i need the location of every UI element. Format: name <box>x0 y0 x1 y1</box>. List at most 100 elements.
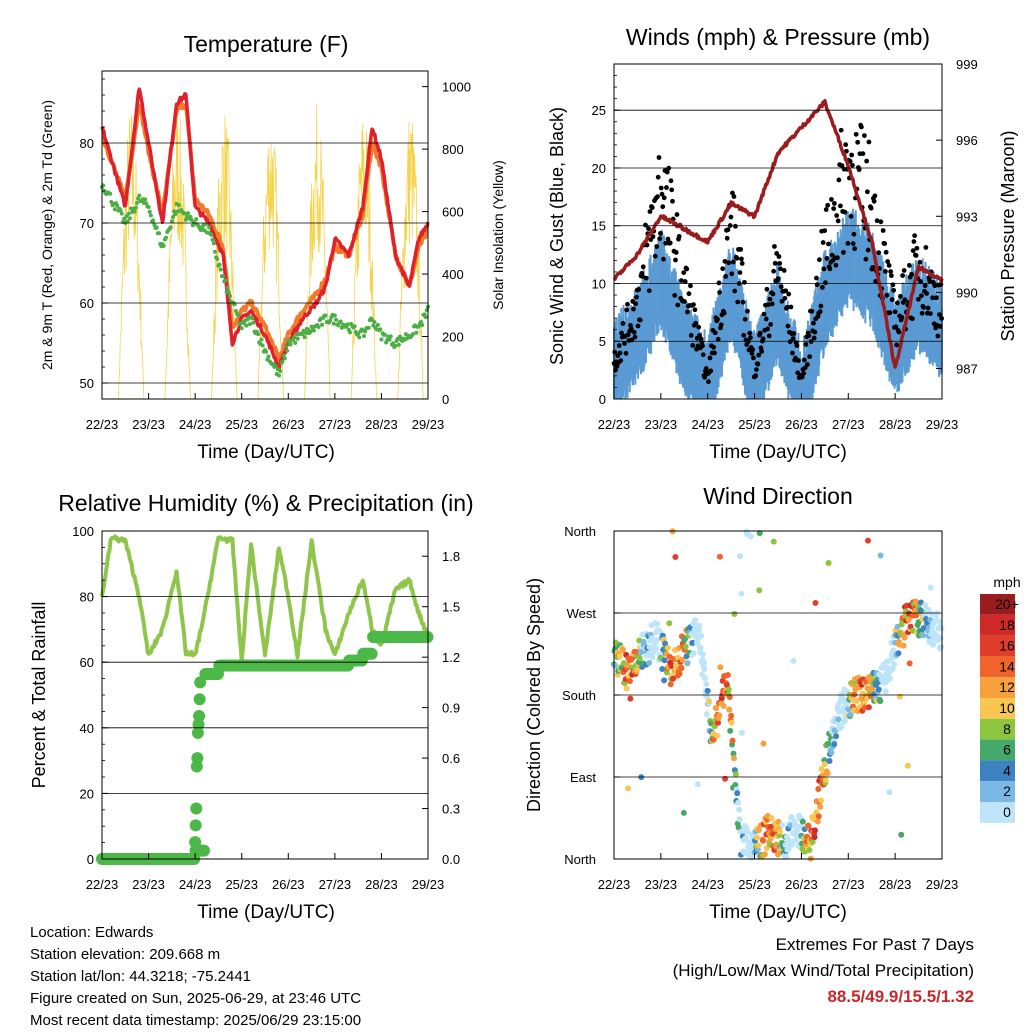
humidity-title: Relative Humidity (%) & Precipitation (i… <box>58 490 473 516</box>
dewpoint-point <box>352 324 357 329</box>
gust-point <box>850 241 856 247</box>
gust-point <box>634 294 639 300</box>
gust-point <box>655 174 661 180</box>
dewpoint-point <box>332 313 337 318</box>
direction-point <box>767 823 774 830</box>
gust-point <box>896 329 902 335</box>
gust-point <box>684 266 690 272</box>
gust-point <box>670 198 675 204</box>
gust-point <box>775 276 781 282</box>
legend-swatch <box>980 594 1015 615</box>
legend-title: mph <box>993 574 1020 590</box>
legend-label: 20+ <box>995 596 1019 612</box>
info-location: Location: Edwards <box>30 924 154 941</box>
dewpoint-point <box>398 334 403 339</box>
dewpoint-point <box>115 203 120 208</box>
x-tick-label: 26/23 <box>272 877 305 892</box>
gust-point <box>747 330 753 336</box>
gust-point <box>811 320 816 326</box>
gust-point <box>822 228 828 234</box>
direction-point <box>864 537 871 544</box>
gust-point <box>673 250 679 255</box>
dewpoint-point <box>148 213 153 218</box>
direction-point <box>619 646 626 653</box>
gust-point <box>760 336 766 342</box>
direction-point <box>935 618 942 625</box>
gust-point <box>700 352 706 358</box>
gust-point <box>818 303 824 309</box>
direction-point <box>903 602 910 609</box>
gust-point <box>723 273 729 279</box>
gust-point <box>799 374 805 380</box>
direction-point <box>713 705 720 712</box>
gust-point <box>847 158 853 164</box>
gust-point <box>761 311 767 317</box>
gust-point <box>632 334 638 340</box>
direction-point <box>720 702 727 709</box>
gust-point <box>644 242 650 248</box>
y-tick-label: 0 <box>87 852 94 867</box>
dewpoint-point <box>226 290 231 295</box>
gust-point <box>866 139 872 145</box>
gust-point <box>661 195 667 201</box>
x-tick-label: 24/23 <box>179 417 212 432</box>
gust-point <box>823 280 828 286</box>
legend-label: 16 <box>999 638 1015 654</box>
dewpoint-point <box>396 342 401 347</box>
dewpoint-point <box>157 231 162 236</box>
direction-point <box>861 704 868 711</box>
dewpoint-point <box>345 322 350 327</box>
direction-point <box>825 740 832 747</box>
direction-point <box>853 697 860 704</box>
gust-point <box>675 302 681 308</box>
dewpoint-point <box>339 325 344 330</box>
gust-point <box>681 270 687 275</box>
humidity-panel: Relative Humidity (%) & Precipitation (i… <box>29 490 474 923</box>
dewpoint-point <box>154 225 159 230</box>
y-tick-label: 20 <box>80 786 94 801</box>
direction-point <box>898 831 905 838</box>
direction-point <box>886 675 893 682</box>
y-tick-label: 5 <box>599 334 606 349</box>
gust-point <box>820 285 825 290</box>
gust-point <box>839 163 845 169</box>
gust-point <box>927 278 933 284</box>
y-tick-label: 50 <box>80 376 94 391</box>
direction-point <box>738 729 745 736</box>
dewpoint-point <box>126 211 131 216</box>
gust-point <box>676 234 682 239</box>
gust-point <box>891 287 897 293</box>
direction-point <box>814 818 821 825</box>
x-tick-label: 28/23 <box>365 877 398 892</box>
gust-point <box>791 331 797 336</box>
gust-point <box>647 209 653 215</box>
direction-point <box>730 750 737 757</box>
dewpoint-point <box>183 217 188 222</box>
gust-point <box>763 316 769 322</box>
extremes-box: Extremes For Past 7 Days (High/Low/Max W… <box>673 932 974 1010</box>
direction-point <box>716 712 723 719</box>
gust-point <box>739 261 745 266</box>
gust-point <box>668 178 674 184</box>
gust-point <box>843 142 849 148</box>
direction-point <box>756 587 763 594</box>
legend-label: 10 <box>999 700 1015 716</box>
y-tick-label-right: 600 <box>442 205 464 220</box>
direction-point <box>726 706 733 713</box>
direction-point <box>625 785 632 792</box>
gust-point <box>884 292 890 298</box>
gust-point <box>883 249 889 255</box>
dewpoint-point <box>331 321 336 326</box>
gust-point <box>790 336 796 341</box>
temperature-frame <box>101 70 429 400</box>
gust-point <box>618 358 624 364</box>
station-info: Location: Edwards Station elevation: 209… <box>30 922 361 1032</box>
direction-point <box>661 677 668 684</box>
gust-point <box>740 299 746 305</box>
gust-point <box>660 204 666 210</box>
gust-point <box>776 254 782 259</box>
legend-label: 4 <box>1003 762 1011 778</box>
gust-point <box>823 207 829 212</box>
gust-point <box>936 312 942 318</box>
gust-point <box>716 280 722 286</box>
